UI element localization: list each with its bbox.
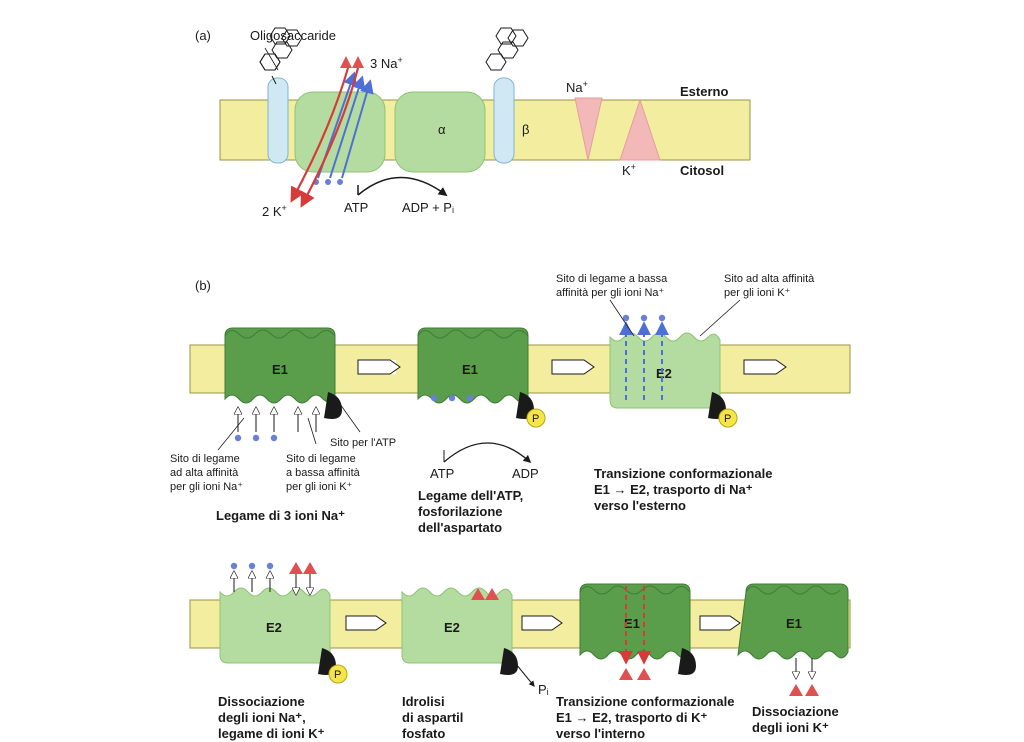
svg-text:Sito di legame: Sito di legame — [286, 453, 356, 465]
step7-protein: E1 — [738, 584, 848, 696]
svg-text:affinità per gli ioni Na⁺: affinità per gli ioni Na⁺ — [556, 287, 665, 299]
svg-text:E2: E2 — [444, 620, 460, 635]
step2-protein: P E1 — [418, 328, 545, 427]
svg-text:E2: E2 — [266, 620, 282, 635]
step3-protein: P E2 — [610, 315, 737, 427]
svg-text:E1 → E2, trasporto di Na⁺: E1 → E2, trasporto di Na⁺ — [594, 482, 753, 497]
label-adp-pi: ADP + Pᵢ — [402, 200, 454, 215]
alpha-subunit-1 — [295, 92, 385, 172]
svg-text:legame di ioni K⁺: legame di ioni K⁺ — [218, 726, 325, 741]
svg-text:Sito per l'ATP: Sito per l'ATP — [330, 437, 396, 449]
svg-text:Transizione conformazionale: Transizione conformazionale — [556, 694, 734, 709]
label-oligosaccharide: Oligosaccaride — [250, 28, 336, 43]
svg-text:verso l'interno: verso l'interno — [556, 726, 645, 741]
svg-text:Transizione conformazionale: Transizione conformazionale — [594, 466, 772, 481]
svg-text:Na+: Na+ — [566, 79, 588, 95]
svg-text:ad alta affinità: ad alta affinità — [170, 467, 239, 479]
step6-protein: E1 — [580, 584, 696, 680]
label-esterno: Esterno — [680, 84, 728, 99]
svg-text:K+: K+ — [622, 162, 636, 178]
svg-text:E1: E1 — [272, 362, 288, 377]
svg-text:Sito di legame: Sito di legame — [170, 453, 240, 465]
beta-label: β — [522, 122, 529, 137]
svg-text:ATP: ATP — [430, 466, 454, 481]
svg-text:dell'aspartato: dell'aspartato — [418, 520, 502, 535]
svg-text:Legame di 3 ioni Na⁺: Legame di 3 ioni Na⁺ — [216, 508, 345, 523]
svg-text:P: P — [724, 413, 731, 425]
svg-text:Idrolisi: Idrolisi — [402, 694, 445, 709]
panel-a-tag: (a) — [195, 28, 211, 43]
svg-text:fosfato: fosfato — [402, 726, 445, 741]
svg-text:Sito ad alta affinità: Sito ad alta affinità — [724, 273, 815, 285]
svg-text:di aspartil: di aspartil — [402, 710, 463, 725]
atp-arc — [358, 178, 446, 196]
panel-b: (b) E1 — [170, 273, 850, 741]
step4-protein: P E2 — [220, 562, 347, 683]
svg-text:Dissociazione: Dissociazione — [218, 694, 305, 709]
svg-text:E1: E1 — [462, 362, 478, 377]
svg-text:per gli ioni K⁺: per gli ioni K⁺ — [286, 481, 353, 493]
step1-protein: E1 — [225, 328, 342, 419]
diagram-root: (a) Esterno Citosol Oligosaccaride — [0, 0, 1024, 742]
svg-text:degli ioni Na⁺,: degli ioni Na⁺, — [218, 710, 306, 725]
svg-text:Pᵢ: Pᵢ — [538, 682, 549, 697]
svg-text:degli ioni K⁺: degli ioni K⁺ — [752, 720, 829, 735]
svg-text:Dissociazione: Dissociazione — [752, 704, 839, 719]
svg-text:E1 → E2, trasporto di K⁺: E1 → E2, trasporto di K⁺ — [556, 710, 707, 725]
label-2k: 2 K+ — [262, 203, 287, 219]
panel-a: (a) Esterno Citosol Oligosaccaride — [195, 28, 750, 219]
flow-arrow-1-2 — [358, 360, 400, 374]
svg-text:E1: E1 — [786, 616, 802, 631]
svg-text:Sito di legame a bassa: Sito di legame a bassa — [556, 273, 668, 285]
svg-text:fosforilazione: fosforilazione — [418, 504, 503, 519]
step5-protein: E2 — [402, 588, 518, 675]
svg-text:P: P — [334, 669, 341, 681]
svg-text:ADP: ADP — [512, 466, 539, 481]
svg-text:a bassa affinità: a bassa affinità — [286, 467, 361, 479]
svg-text:verso l'esterno: verso l'esterno — [594, 498, 686, 513]
panel-b-tag: (b) — [195, 278, 211, 293]
label-3na: 3 Na+ — [370, 55, 403, 71]
svg-text:per gli ioni K⁺: per gli ioni K⁺ — [724, 287, 791, 299]
label-atp-a: ATP — [344, 200, 368, 215]
svg-text:Legame dell'ATP,: Legame dell'ATP, — [418, 488, 523, 503]
svg-text:P: P — [532, 413, 539, 425]
label-citosol: Citosol — [680, 163, 724, 178]
svg-text:per gli ioni Na⁺: per gli ioni Na⁺ — [170, 481, 243, 493]
step1-arrows — [235, 408, 316, 441]
alpha-label: α — [438, 122, 446, 137]
svg-text:E2: E2 — [656, 366, 672, 381]
